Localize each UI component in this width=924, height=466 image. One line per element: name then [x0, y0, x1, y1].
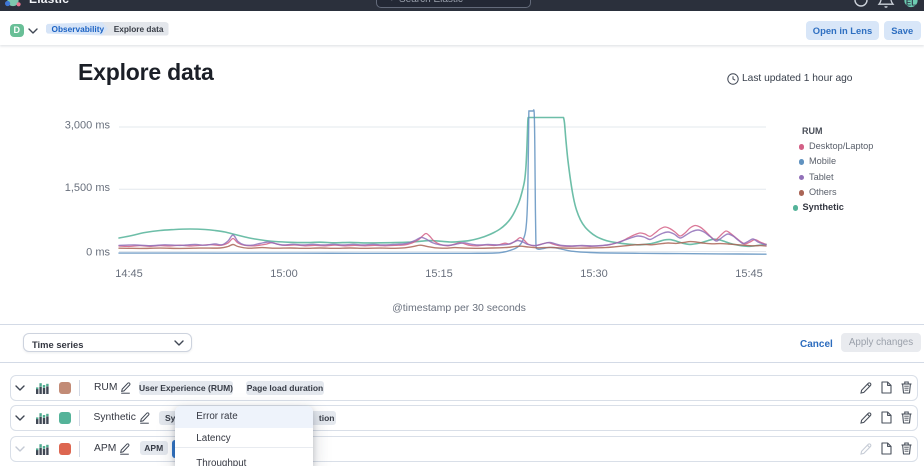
- svg-text:15:00: 15:00: [270, 268, 298, 280]
- svg-text:15:45: 15:45: [735, 268, 763, 280]
- svg-text:3,000 ms: 3,000 ms: [65, 120, 111, 132]
- svg-text:EL: EL: [906, 0, 916, 8]
- svg-text:0 ms: 0 ms: [86, 247, 110, 259]
- svg-text:15:30: 15:30: [580, 268, 608, 280]
- svg-text:1,500 ms: 1,500 ms: [65, 182, 111, 194]
- svg-text:14:45: 14:45: [115, 268, 143, 280]
- svg-text:15:15: 15:15: [425, 268, 453, 280]
